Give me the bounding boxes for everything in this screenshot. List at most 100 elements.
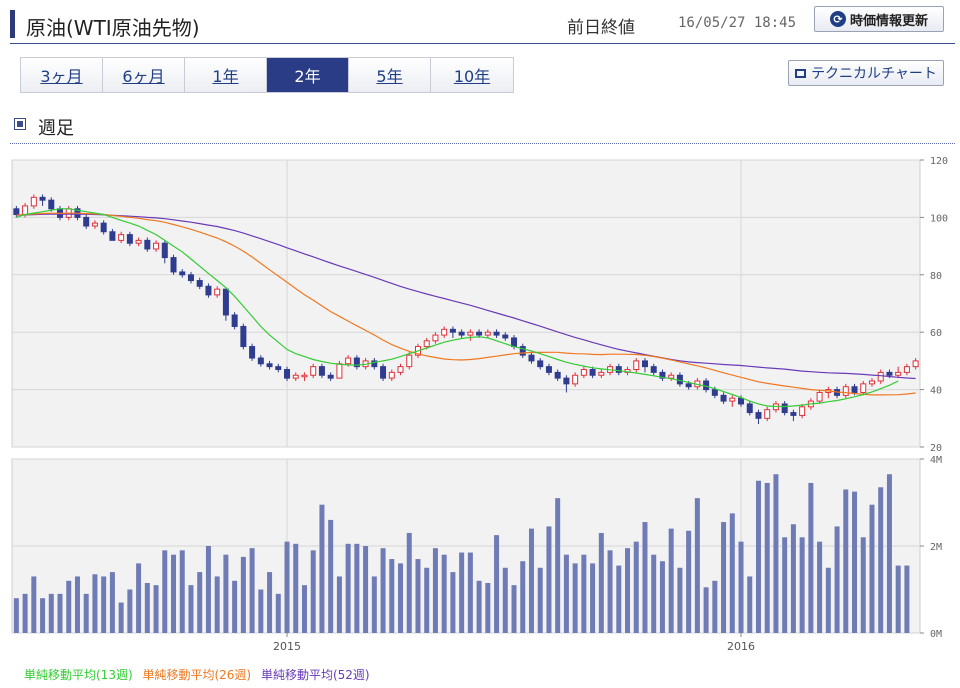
volume-bar bbox=[598, 532, 604, 633]
candle-body bbox=[738, 397, 745, 405]
square-bullet-icon bbox=[14, 118, 26, 130]
volume-bar bbox=[834, 526, 840, 633]
candle-body bbox=[153, 242, 160, 250]
candle bbox=[126, 231, 133, 247]
candle bbox=[135, 237, 142, 247]
tab-5-years[interactable]: 5年 bbox=[349, 58, 431, 92]
candle bbox=[432, 332, 439, 344]
candle-body bbox=[284, 369, 291, 379]
price-tick-label: 80 bbox=[930, 271, 942, 282]
volume-bar bbox=[223, 554, 229, 633]
volume-bar bbox=[432, 548, 438, 633]
candle-body bbox=[729, 397, 736, 402]
volume-bar bbox=[563, 554, 569, 633]
tab-2-years[interactable]: 2年 bbox=[267, 58, 349, 92]
candle bbox=[720, 392, 727, 404]
candle-body bbox=[205, 285, 212, 296]
prev-close-datetime: 16/05/27 18:45 bbox=[678, 15, 797, 31]
candle-body bbox=[118, 234, 125, 241]
candle-body bbox=[554, 371, 561, 379]
volume-bar bbox=[450, 572, 456, 633]
volume-bar bbox=[502, 567, 508, 633]
candle bbox=[153, 240, 160, 252]
candle bbox=[187, 271, 194, 284]
candle-body bbox=[30, 196, 37, 207]
candle-body bbox=[170, 257, 177, 273]
header: 原油(WTI原油先物) 前日終値 16/05/27 18:45 ⟳ 時価情報更新 bbox=[10, 6, 955, 44]
volume-bar bbox=[398, 563, 404, 633]
technical-chart-button[interactable]: テクニカルチャート bbox=[788, 60, 944, 86]
header-accent-bar bbox=[10, 10, 15, 38]
volume-bar bbox=[293, 543, 299, 633]
candle bbox=[519, 343, 526, 359]
volume-bar bbox=[790, 524, 796, 633]
candle bbox=[598, 369, 605, 379]
candle-body bbox=[572, 374, 579, 385]
volume-bar bbox=[267, 572, 273, 633]
volume-bar bbox=[476, 580, 482, 633]
refresh-icon: ⟳ bbox=[829, 11, 846, 27]
volume-bar bbox=[625, 548, 631, 633]
volume-bar bbox=[581, 554, 587, 633]
candle bbox=[205, 283, 212, 298]
candle-body bbox=[388, 371, 395, 379]
candle bbox=[799, 403, 806, 419]
candle-body bbox=[336, 363, 343, 379]
volume-bar bbox=[197, 572, 203, 633]
section-divider bbox=[10, 143, 955, 144]
candle-body bbox=[458, 331, 465, 336]
volume-bar bbox=[127, 589, 133, 633]
candle-body bbox=[851, 386, 858, 393]
tab-1-year[interactable]: 1年 bbox=[185, 58, 267, 92]
candle-body bbox=[537, 360, 544, 368]
candle bbox=[275, 363, 282, 373]
volume-tick-label: 4M bbox=[930, 455, 942, 466]
volume-bar bbox=[651, 554, 657, 633]
tab-3-months[interactable]: 3ヶ月 bbox=[21, 58, 103, 92]
candle-body bbox=[484, 331, 491, 336]
candle-body bbox=[711, 389, 718, 396]
volume-bar bbox=[275, 593, 281, 633]
candle-body bbox=[109, 231, 116, 241]
volume-bar bbox=[109, 572, 115, 633]
volume-bar bbox=[336, 576, 342, 633]
candle bbox=[554, 369, 561, 381]
volume-bar bbox=[301, 585, 307, 633]
volume-bar bbox=[153, 585, 159, 633]
candle-body bbox=[179, 271, 186, 276]
volume-bar bbox=[101, 576, 107, 633]
tab-6-months[interactable]: 6ヶ月 bbox=[103, 58, 185, 92]
volume-bar bbox=[441, 554, 447, 633]
candle-body bbox=[432, 334, 439, 342]
candle-body bbox=[659, 371, 666, 379]
candle-body bbox=[91, 222, 98, 227]
candle bbox=[196, 277, 203, 290]
candle bbox=[292, 372, 299, 381]
candle-body bbox=[511, 337, 518, 348]
candle-body bbox=[895, 371, 902, 376]
tab-10-years[interactable]: 10年 bbox=[431, 58, 513, 92]
candle bbox=[641, 358, 648, 373]
candle-body bbox=[633, 360, 640, 371]
volume-bar bbox=[747, 576, 753, 633]
volume-bar bbox=[284, 541, 290, 633]
candle bbox=[266, 360, 273, 370]
volume-bar bbox=[258, 589, 264, 633]
price-plot-area bbox=[11, 159, 921, 448]
candle-body bbox=[144, 239, 151, 250]
candle-body bbox=[380, 366, 387, 379]
volume-bar bbox=[773, 474, 779, 633]
volume-tick-label: 0M bbox=[930, 629, 942, 640]
candle bbox=[284, 366, 291, 381]
candle bbox=[83, 214, 90, 229]
refresh-quote-button[interactable]: ⟳ 時価情報更新 bbox=[814, 6, 944, 32]
x-tick-label: 2015 bbox=[273, 640, 301, 653]
candle-body bbox=[214, 288, 221, 296]
page-title: 原油(WTI原油先物) bbox=[26, 16, 200, 40]
volume-bar bbox=[721, 522, 727, 633]
volume-panel: 4M 2M 0M 2015 2016 bbox=[11, 455, 942, 653]
volume-bar bbox=[406, 532, 412, 633]
prev-close-label: 前日終値 bbox=[567, 18, 635, 38]
legend-sma26: 単純移動平均(26週) bbox=[142, 668, 252, 682]
candle-body bbox=[589, 369, 596, 376]
